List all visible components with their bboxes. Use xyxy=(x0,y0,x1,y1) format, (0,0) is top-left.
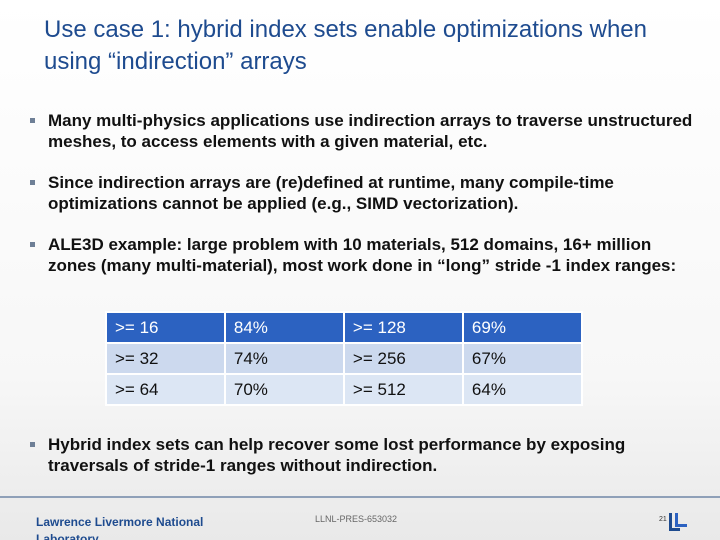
footer-divider xyxy=(0,496,720,498)
table-cell: 69% xyxy=(461,311,584,344)
slide-title: Use case 1: hybrid index sets enable opt… xyxy=(44,16,647,75)
bullet-text: Many multi-physics applications use indi… xyxy=(48,111,693,151)
table-cell: 74% xyxy=(223,342,345,375)
stride-performance-table: >= 16 84% >= 128 69% >= 32 74% >= 256 67… xyxy=(105,311,584,406)
table-cell: 70% xyxy=(223,373,345,406)
table-row: >= 32 74% >= 256 67% xyxy=(105,342,584,375)
bullet-item: Many multi-physics applications use indi… xyxy=(30,110,700,152)
footer-document-id: LLNL-PRES-653032 xyxy=(315,514,398,524)
square-bullet-icon xyxy=(30,118,35,123)
table-cell: >= 32 xyxy=(105,342,226,375)
bullet-text: ALE3D example: large problem with 10 mat… xyxy=(48,235,677,275)
square-bullet-icon xyxy=(30,242,35,247)
table-cell: >= 512 xyxy=(342,373,464,406)
table-cell: >= 64 xyxy=(105,373,226,406)
bullet-item: Since indirection arrays are (re)defined… xyxy=(30,172,700,214)
square-bullet-icon xyxy=(30,442,35,447)
table-cell: >= 256 xyxy=(342,342,464,375)
bullet-item: Hybrid index sets can help recover some … xyxy=(30,434,700,476)
table-row: >= 64 70% >= 512 64% xyxy=(105,373,584,406)
footer-organization: Lawrence Livermore National Laboratory xyxy=(36,515,204,540)
llnl-logo-icon xyxy=(669,513,687,531)
table-cell: 64% xyxy=(461,373,584,406)
bullet-item: ALE3D example: large problem with 10 mat… xyxy=(30,234,700,276)
table-cell: 67% xyxy=(461,342,584,375)
bullet-text: Since indirection arrays are (re)defined… xyxy=(48,173,614,213)
square-bullet-icon xyxy=(30,180,35,185)
table-row: >= 16 84% >= 128 69% xyxy=(105,311,584,344)
bullet-text: Hybrid index sets can help recover some … xyxy=(48,435,626,475)
page-number: 21 xyxy=(659,516,667,523)
table-cell: >= 128 xyxy=(342,311,464,344)
table-cell: 84% xyxy=(223,311,345,344)
table-cell: >= 16 xyxy=(105,311,226,344)
